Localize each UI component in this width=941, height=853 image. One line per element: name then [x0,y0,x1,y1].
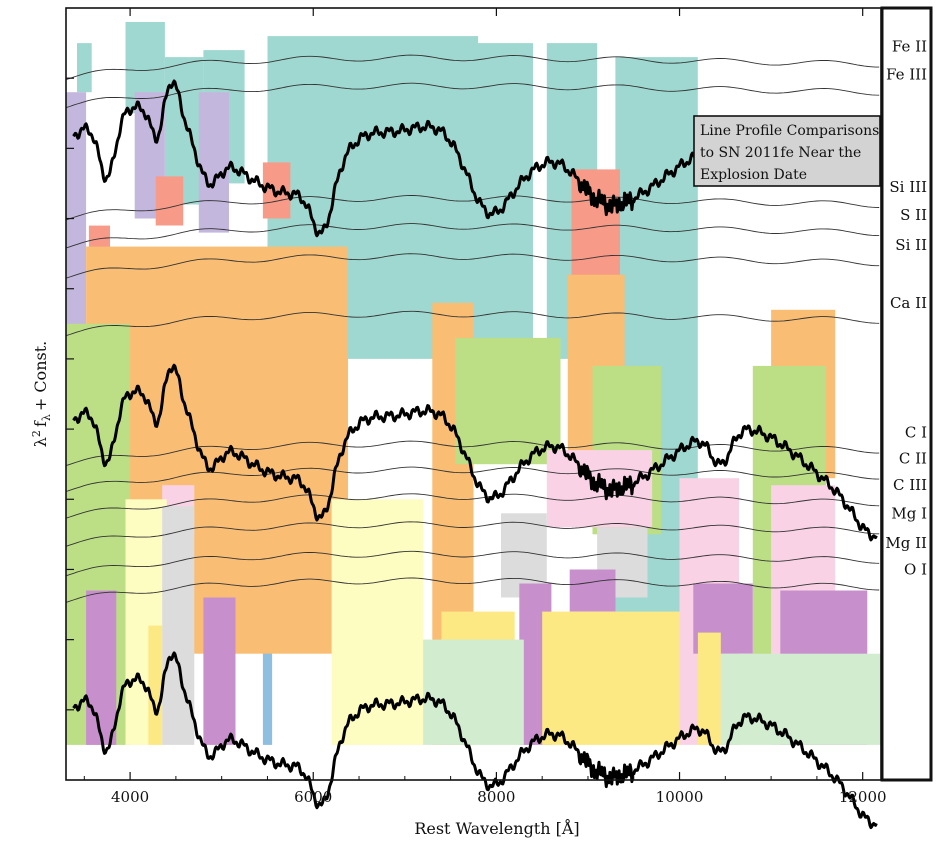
band-o-i-46 [720,653,881,745]
model-spectrum-o-i [65,577,880,603]
y-axis-label-lambda: λ [31,437,50,447]
band-si-iii-13 [262,162,291,219]
observed-spectra-layer [72,79,878,830]
band-o-i-45 [423,639,524,745]
band-mg-ii-44 [697,632,721,745]
band-mg-ii-41 [148,625,163,745]
annotation-line-2: to SN 2011fe Near the [700,145,861,161]
annotation-box: Line Profile Comparisons to SN 2011fe Ne… [693,115,881,187]
legend-panel [880,6,933,782]
band-si-iii-12 [155,176,184,226]
observed-spectrum-2 [72,363,878,542]
y-axis-label-rest: + Const. [31,341,50,411]
annotation-line-1: Line Profile Comparisons [700,123,879,139]
x-tick-label-12000: 12000 [839,788,887,806]
y-axis-label-sub: λ [40,414,53,421]
model-spectrum-fe-ii [65,54,880,81]
observed-spectrum-3 [72,79,709,238]
model-spectrum-c-i [65,440,880,467]
model-spectrum-si-iii [65,195,880,221]
ion-label-o-i: O I [904,561,927,579]
y-axis-label: λ2fλ+ Const. [30,341,53,447]
x-tick-label-4000: 4000 [111,788,149,806]
ion-label-fe-ii: Fe II [892,38,927,56]
x-tick-label-6000: 6000 [294,788,332,806]
band-ca-ii-23 [455,337,561,465]
ion-label-c-ii: C II [899,450,927,468]
ion-label-c-iii: C III [893,476,927,494]
model-spectrum-c-iii [65,493,880,519]
band-fe-ii-5 [473,43,533,345]
ion-label-layer: Fe II Fe III Si III S II Si II Ca II C I C II C … [885,38,927,579]
band-c-iii-33 [501,513,547,598]
model-spectrum-ca-ii [65,310,880,337]
x-tick-label-10000: 10000 [656,788,704,806]
annotation-line-3: Explosion Date [700,167,807,183]
model-spectrum-s-ii [65,223,880,249]
x-tick-label-8000: 8000 [477,788,515,806]
model-spectra-layer [65,54,880,603]
ion-label-si-iii: Si III [889,178,927,196]
y-axis-label-f: f [31,420,50,427]
band-c-iii-32 [162,506,195,745]
ion-label-fe-iii: Fe III [886,66,927,84]
band-mg-i-35 [86,590,117,745]
model-spectrum-mg-i [65,521,880,547]
model-spectrum-fe-iii [65,82,880,109]
line-band-layer [66,22,881,745]
y-axis-label-exp: 2 [30,430,43,437]
model-spectrum-si-ii [65,253,880,279]
ion-label-c-i: C I [905,424,927,442]
ion-label-mg-i: Mg I [891,504,927,522]
x-axis-ticks: 4000 6000 8000 10000 12000 [83,8,887,806]
ion-label-s-ii: S II [900,206,927,224]
band-fe-ii-0 [77,43,92,93]
observed-spectrum-1 [72,651,878,830]
x-axis-label: Rest Wavelength [Å] [414,818,579,838]
band-mg-ii-43 [542,611,680,745]
ion-label-si-ii: Si II [895,236,927,254]
ion-label-mg-ii: Mg II [885,534,927,552]
band-c-i-27 [546,450,653,528]
band-mg-i-38 [569,569,616,612]
band-mg-i-36 [203,597,236,745]
band-fe-iii-10 [198,92,229,233]
y-axis-ticks [66,77,74,711]
model-spectrum-mg-ii [65,550,880,577]
ion-label-ca-ii: Ca II [890,294,927,312]
